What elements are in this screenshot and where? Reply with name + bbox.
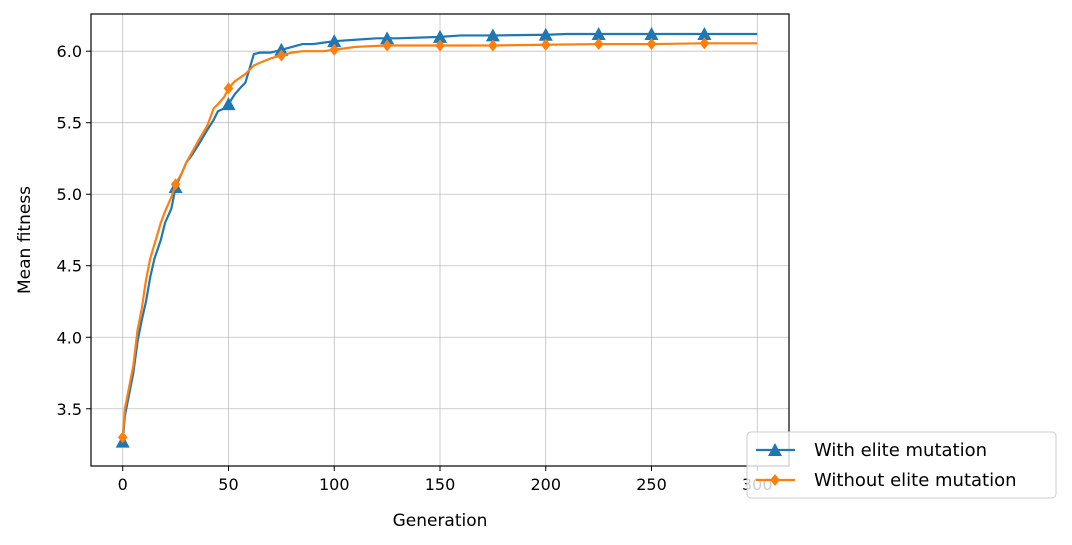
legend-item-1: With elite mutation <box>756 440 987 461</box>
x-tick-label: 150 <box>425 475 456 494</box>
legend-label: Without elite mutation <box>814 470 1017 491</box>
series-marker <box>697 27 712 40</box>
series-marker <box>276 49 287 62</box>
y-tick-label: 5.0 <box>57 185 82 204</box>
y-tick-label: 5.5 <box>57 114 82 133</box>
legend-marker <box>770 474 780 486</box>
x-tick-label: 0 <box>118 475 128 494</box>
series-marker <box>380 31 395 45</box>
y-axis-label: Mean fitness <box>15 186 35 294</box>
x-axis-label: Generation <box>393 511 488 531</box>
series-marker <box>221 97 236 111</box>
legend: With elite mutation Without elite mutatio… <box>746 431 1057 499</box>
series-marker <box>593 38 604 51</box>
series-marker <box>538 27 553 41</box>
series-marker <box>591 27 606 40</box>
series-marker <box>117 431 128 444</box>
series-marker <box>485 28 500 42</box>
series-marker <box>699 37 710 50</box>
legend-box <box>746 431 1057 499</box>
series-layer <box>115 27 758 448</box>
series-marker <box>170 178 181 191</box>
series-marker <box>329 43 340 56</box>
legend-marker <box>768 443 782 456</box>
series-marker <box>327 34 342 48</box>
x-tick-label: 50 <box>218 475 238 494</box>
x-tick-label: 100 <box>319 475 350 494</box>
legend-label: With elite mutation <box>814 440 987 461</box>
series-marker <box>223 82 234 95</box>
series-line <box>121 42 758 438</box>
y-tick-label: 4.0 <box>57 328 82 347</box>
y-tick-label: 6.0 <box>57 42 82 61</box>
series-marker <box>274 42 289 56</box>
series-marker <box>644 27 659 40</box>
series-marker <box>488 39 498 52</box>
grid-lines <box>91 14 789 466</box>
series-2 <box>117 37 758 444</box>
y-tick-label: 3.5 <box>57 400 82 419</box>
y-tick-label: 4.5 <box>57 257 82 276</box>
series-marker <box>435 39 445 52</box>
series-marker <box>540 38 551 51</box>
series-marker <box>646 38 657 51</box>
series-1 <box>115 27 758 448</box>
x-tick-label: 200 <box>530 475 561 494</box>
axis-ticks: 0501001502002503003.54.04.55.05.56.0 <box>57 42 773 494</box>
series-marker <box>382 39 392 52</box>
legend-item-2: Without elite mutation <box>756 470 1017 491</box>
series-marker <box>433 29 447 43</box>
x-tick-label: 250 <box>636 475 667 494</box>
